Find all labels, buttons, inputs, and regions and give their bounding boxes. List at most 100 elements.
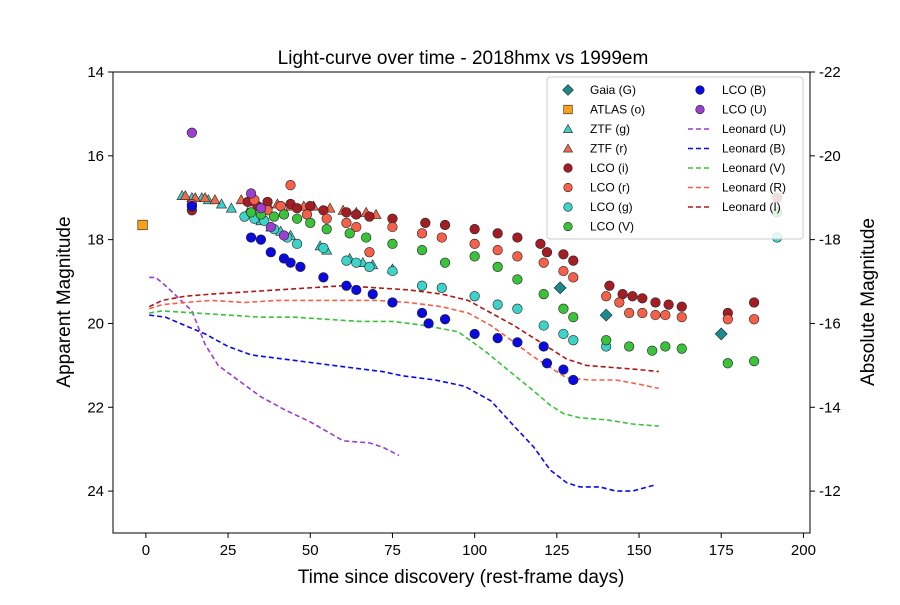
point-lco-r xyxy=(558,265,569,277)
point-lco-r xyxy=(614,297,625,308)
point-lco-r xyxy=(512,251,523,262)
x-axis: 0 25 50 75 100 125 150 175 200 xyxy=(142,533,816,559)
legend-label-ztf-g: ZTF (g) xyxy=(590,122,630,136)
series-lco-u xyxy=(186,127,290,241)
point-lco-b xyxy=(186,201,198,212)
y-axis-label: Apparent Magnitude xyxy=(54,216,75,387)
point-lco-r xyxy=(416,228,428,239)
point-gaia-g xyxy=(553,281,567,295)
point-lco-g xyxy=(558,328,569,340)
legend-label-lco-g: LCO (g) xyxy=(590,200,633,214)
line-leonard-i xyxy=(148,284,659,373)
point-lco-i xyxy=(420,217,431,228)
point-lco-r xyxy=(568,272,579,283)
y-tick-label: 22 xyxy=(87,399,104,416)
point-lco-v xyxy=(344,228,355,239)
point-ztf-g xyxy=(225,202,237,213)
point-gaia-g xyxy=(599,308,613,322)
point-lco-i xyxy=(676,301,687,312)
point-lco-r xyxy=(676,312,687,323)
line-leonard-r xyxy=(148,299,659,390)
x-axis-label: Time since discovery (rest-frame days) xyxy=(298,567,625,588)
point-lco-u xyxy=(245,188,257,199)
legend-handle-ztf-r xyxy=(562,143,574,153)
point-lco-b xyxy=(387,297,398,308)
legend-handle-lco-g xyxy=(563,202,573,212)
point-lco-b xyxy=(341,280,352,291)
point-lco-r xyxy=(436,232,447,243)
point-lco-r xyxy=(469,238,480,249)
point-lco-b xyxy=(245,232,257,243)
x-tick-label: 125 xyxy=(544,542,569,559)
legend-label-lco-i: LCO (i) xyxy=(590,161,629,175)
line-leonard-u xyxy=(149,276,400,457)
legend-handle-lco-r xyxy=(563,182,573,193)
point-lco-u xyxy=(265,221,276,233)
legend-label-gaia-g: Gaia (G) xyxy=(590,83,636,97)
point-lco-i xyxy=(749,297,760,308)
point-lco-b xyxy=(512,337,523,348)
point-lco-b xyxy=(558,364,569,375)
point-lco-r xyxy=(492,245,503,256)
y2-tick-label: -18 xyxy=(819,232,841,249)
point-lco-r xyxy=(321,213,332,224)
legend-handle-lco-b xyxy=(695,85,705,95)
point-lco-r xyxy=(387,221,398,233)
point-lco-i xyxy=(650,297,661,308)
point-lco-u xyxy=(278,230,290,241)
legend-handle-atlas-o xyxy=(563,104,573,115)
y-axis-left: 14 16 18 20 22 24 xyxy=(87,64,113,500)
point-lco-v xyxy=(492,261,503,272)
point-lco-g xyxy=(351,257,362,268)
point-lco-u xyxy=(186,127,198,138)
legend-handle-lco-i xyxy=(563,163,573,173)
y2-axis-label: Absolute Magnitude xyxy=(858,218,879,386)
point-lco-i xyxy=(351,209,362,220)
point-lco-b xyxy=(285,257,296,268)
y2-tick-label: -20 xyxy=(819,148,841,165)
point-lco-i xyxy=(492,228,503,239)
point-lco-b xyxy=(423,318,434,329)
point-lco-g xyxy=(469,291,480,302)
point-lco-v xyxy=(512,274,523,285)
legend-label-leonard-v: Leonard (V) xyxy=(722,161,785,175)
point-gaia-g xyxy=(714,327,728,341)
point-lco-g xyxy=(387,265,398,277)
point-lco-v xyxy=(439,257,451,268)
point-lco-v xyxy=(305,217,316,228)
series-lco-i xyxy=(186,192,783,319)
series-lco-g xyxy=(239,211,783,352)
legend-box xyxy=(546,76,804,240)
point-lco-i xyxy=(627,291,638,302)
point-lco-i xyxy=(637,293,648,304)
point-lco-v xyxy=(676,343,687,354)
point-lco-r xyxy=(341,217,352,228)
point-lco-b xyxy=(265,247,276,258)
y-axis-right: -22 -20 -18 -16 -14 -12 xyxy=(810,64,841,500)
point-lco-i xyxy=(663,299,674,310)
point-lco-v xyxy=(278,209,290,220)
y-tick-label: 14 xyxy=(87,64,104,81)
point-lco-r xyxy=(351,221,362,233)
point-lco-i xyxy=(292,203,303,214)
point-lco-i xyxy=(364,211,375,222)
point-lco-b xyxy=(351,284,362,296)
point-lco-v xyxy=(601,335,612,346)
y2-tick-label: -14 xyxy=(819,399,841,416)
point-lco-v xyxy=(387,238,398,249)
data-marks xyxy=(137,127,783,492)
legend-handle-gaia-g xyxy=(562,84,574,96)
point-lco-u xyxy=(255,203,267,214)
series-atlas-o xyxy=(137,219,148,231)
point-lco-v xyxy=(660,341,671,352)
legend-label-leonard-i: Leonard (I) xyxy=(722,200,781,214)
point-ztf-r xyxy=(199,192,211,203)
point-lco-g xyxy=(416,280,428,291)
point-lco-b xyxy=(255,234,267,245)
series-lco-r xyxy=(186,180,760,325)
legend-handle-lco-u xyxy=(695,104,705,115)
x-tick-label: 50 xyxy=(302,542,319,559)
point-lco-b xyxy=(295,261,306,272)
point-lco-i xyxy=(604,280,615,291)
